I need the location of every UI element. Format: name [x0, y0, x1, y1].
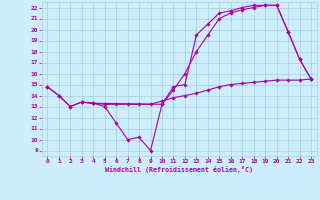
X-axis label: Windchill (Refroidissement éolien,°C): Windchill (Refroidissement éolien,°C)	[105, 166, 253, 173]
